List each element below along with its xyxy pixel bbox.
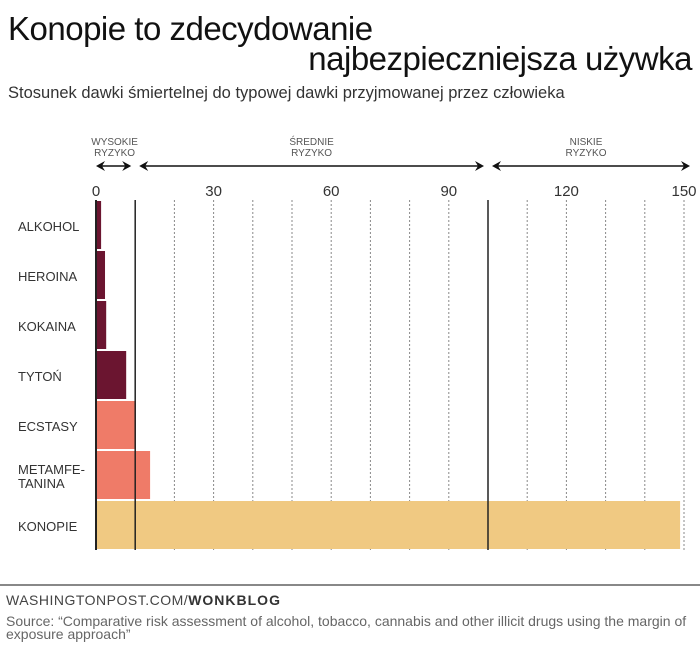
title-line-1: Konopie to zdecydowanie [8, 10, 373, 47]
zone-label: NISKIE RYZYKO [566, 137, 607, 159]
category-label: ALKOHOL [18, 219, 79, 234]
category-label: METAMFE-TANINA [18, 462, 85, 491]
arrow-left-icon [492, 161, 501, 171]
arrow-right-icon [681, 161, 690, 171]
source-note: Source: “Comparative risk assessment of … [6, 613, 687, 642]
bar [96, 251, 106, 299]
arrow-left-icon [96, 161, 105, 171]
brand-bold: WONKBLOG [188, 592, 281, 608]
x-tick-label: 120 [554, 183, 579, 200]
title-line-2: najbezpieczniejsza używka [308, 40, 692, 77]
x-tick-label: 150 [671, 183, 696, 200]
category-label: HEROINA [18, 269, 78, 284]
footer-divider [0, 584, 700, 586]
bar [96, 501, 681, 549]
zone-label: WYSOKIE RYZYKO [91, 137, 138, 159]
bar [96, 201, 102, 249]
bar [96, 451, 151, 499]
subtitle: Stosunek dawki śmiertelnej do typowej da… [8, 84, 565, 102]
category-label: KONOPIE [18, 519, 78, 534]
arrow-right-icon [122, 161, 132, 171]
zone-label: ŚREDNIE RYZYKO [289, 135, 334, 159]
arrow-right-icon [475, 161, 484, 171]
category-label: TYTOŃ [18, 369, 62, 384]
bar-chart: 0 30 60 90 120 150 ALKOHOL HEROINA KOKAINA TYTOŃ E… [18, 135, 697, 550]
x-tick-label: 30 [205, 183, 222, 200]
x-tick-label: 60 [323, 183, 340, 200]
x-tick-label: 0 [92, 183, 100, 200]
x-tick-label: 90 [440, 183, 457, 200]
bar [96, 351, 127, 399]
bar [96, 401, 136, 449]
brand-prefix: WASHINGTONPOST.COM/ [6, 592, 189, 608]
category-label: ECSTASY [18, 419, 78, 434]
bar [96, 301, 107, 349]
category-label: KOKAINA [18, 319, 76, 334]
arrow-left-icon [139, 161, 149, 171]
brand: WASHINGTONPOST.COM/WONKBLOG [6, 592, 281, 608]
